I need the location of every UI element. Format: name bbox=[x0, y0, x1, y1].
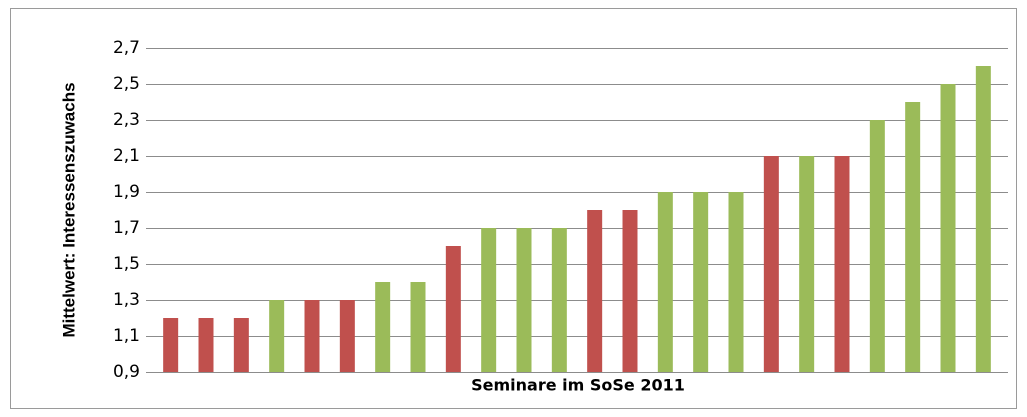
bar bbox=[975, 66, 991, 372]
bar bbox=[622, 210, 638, 372]
bar bbox=[869, 120, 885, 372]
bar bbox=[339, 300, 355, 372]
y-tick-label: 1,9 bbox=[113, 182, 140, 202]
bar bbox=[481, 228, 497, 372]
bar bbox=[799, 156, 815, 372]
y-tick-label: 1,3 bbox=[113, 290, 140, 310]
bar bbox=[375, 282, 391, 372]
y-tick-label: 2,5 bbox=[113, 74, 140, 94]
y-tick-label: 2,7 bbox=[113, 38, 140, 58]
bar bbox=[233, 318, 249, 372]
bar bbox=[728, 192, 744, 372]
bar bbox=[657, 192, 673, 372]
y-tick-label: 0,9 bbox=[113, 362, 140, 382]
bar bbox=[198, 318, 214, 372]
bar bbox=[587, 210, 603, 372]
y-tick-label: 1,7 bbox=[113, 218, 140, 238]
bar bbox=[905, 102, 921, 372]
bar bbox=[834, 156, 850, 372]
bar bbox=[940, 84, 956, 372]
y-tick-label: 2,1 bbox=[113, 146, 140, 166]
bar bbox=[304, 300, 320, 372]
chart-frame bbox=[10, 8, 1017, 409]
x-axis-title: Seminare im SoSe 2011 bbox=[471, 376, 685, 395]
bar bbox=[269, 300, 285, 372]
bar bbox=[445, 246, 461, 372]
y-tick-label: 1,1 bbox=[113, 326, 140, 346]
bar bbox=[410, 282, 426, 372]
y-tick-label: 1,5 bbox=[113, 254, 140, 274]
bar bbox=[163, 318, 179, 372]
y-axis-title: Mittelwert: Interessenszuwachs bbox=[59, 82, 78, 337]
y-tick-label: 2,3 bbox=[113, 110, 140, 130]
bar bbox=[516, 228, 532, 372]
bar bbox=[693, 192, 709, 372]
bar bbox=[551, 228, 567, 372]
bar bbox=[763, 156, 779, 372]
